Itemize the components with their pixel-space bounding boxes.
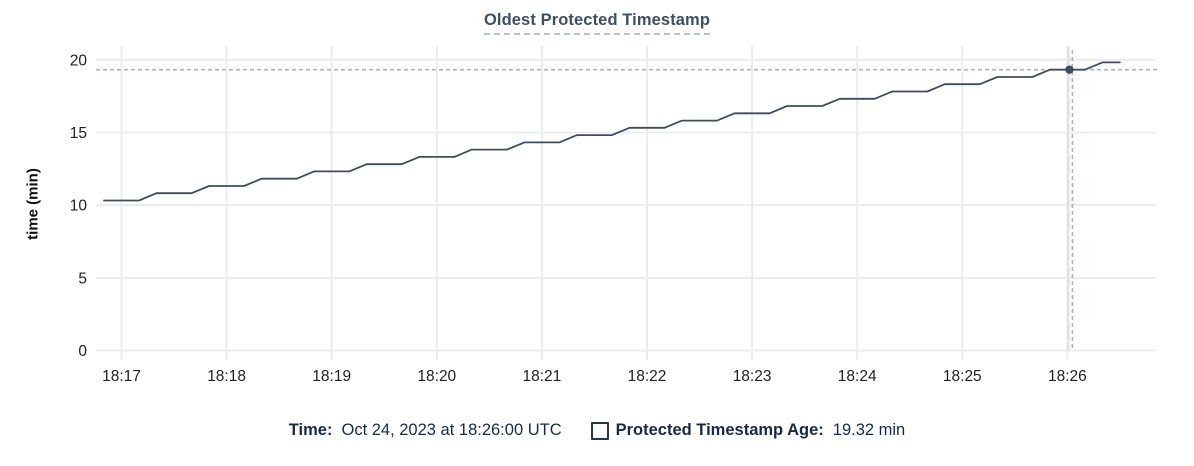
x-tick-label: 18:21	[523, 368, 562, 385]
x-tick-label: 18:22	[628, 368, 667, 385]
x-tick-label: 18:17	[102, 368, 141, 385]
y-tick-label: 0	[78, 343, 87, 360]
x-tick-label: 18:18	[207, 368, 246, 385]
x-tick-label: 18:26	[1048, 368, 1087, 385]
series-line-protected-timestamp-age	[103, 61, 1121, 202]
y-tick-label: 15	[70, 125, 87, 142]
legend-series-item[interactable]: Protected Timestamp Age: 19.32 min	[590, 421, 906, 440]
x-tick-label: 18:19	[312, 368, 351, 385]
legend-time-label: Time:	[288, 421, 333, 439]
x-tick-label: 18:24	[838, 368, 877, 385]
y-tick-label: 10	[70, 198, 88, 215]
chart-title[interactable]: Oldest Protected Timestamp	[483, 11, 711, 35]
x-tick-label: 18:23	[733, 368, 772, 385]
legend-time-readout: Time: Oct 24, 2023 at 18:26:00 UTC	[289, 421, 562, 440]
highlighted-point-dot	[1065, 65, 1074, 74]
x-tick-label: 18:25	[943, 368, 982, 385]
legend-series-label: Protected Timestamp Age:	[615, 421, 824, 439]
y-tick-label: 20	[70, 52, 88, 69]
chart-canvas[interactable]: 18:17 18:18 18:19 18:20 18:21 18:22 18:23 18:24…	[0, 0, 1194, 400]
chart-legend: Time: Oct 24, 2023 at 18:26:00 UTC Prote…	[0, 421, 1194, 440]
series-swatch-icon[interactable]	[590, 421, 609, 440]
legend-series-value: 19.32 min	[832, 421, 906, 439]
y-tick-label: 5	[78, 270, 87, 287]
legend-time-value: Oct 24, 2023 at 18:26:00 UTC	[341, 421, 562, 439]
x-tick-label: 18:20	[417, 368, 456, 385]
